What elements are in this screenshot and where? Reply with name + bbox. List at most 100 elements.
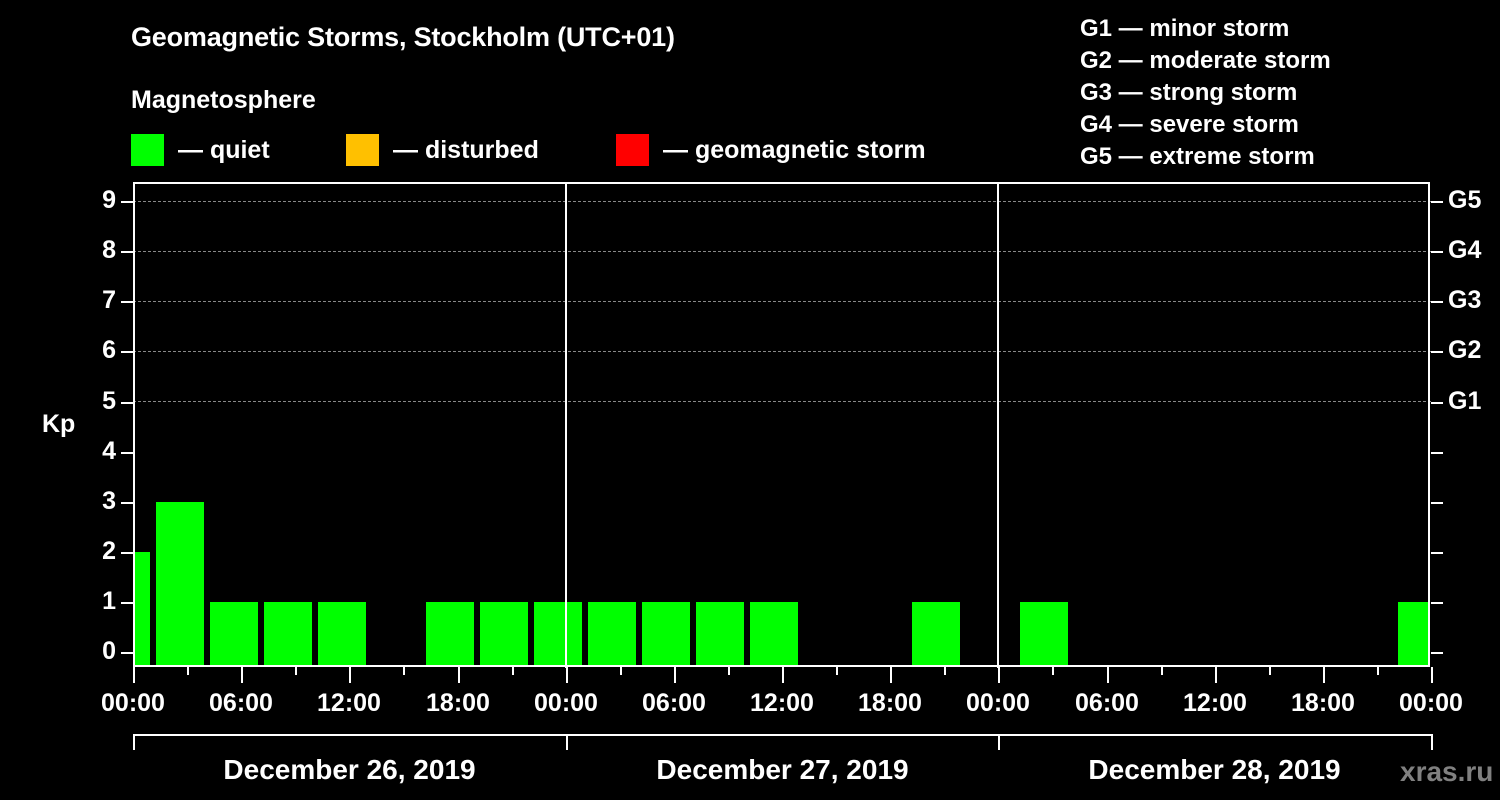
date-bracket-tick [566,734,568,750]
kp-bar [426,602,474,667]
kp-bar [318,602,366,667]
y-tick-right [1431,201,1443,203]
y-tick [121,201,133,203]
storm-scale-legend: G1 — minor storm G2 — moderate storm G3 … [1080,13,1331,173]
x-tick-label: 00:00 [101,689,165,717]
y-tick-label: 7 [102,286,116,314]
date-bracket-tick [133,734,135,750]
x-tick-label: 06:00 [642,689,706,717]
y-tick-label: 8 [102,236,116,264]
y-tick-label: 3 [102,487,116,515]
y-tick-label: 4 [102,437,116,465]
storm-scale-g1: G1 — minor storm [1080,15,1290,42]
y-tick-right [1431,602,1443,604]
kp-bar [696,602,744,667]
x-tick-label: 18:00 [426,689,490,717]
x-tick-major [1323,667,1325,683]
y-tick-label: 6 [102,336,116,364]
x-tick-major [241,667,243,683]
g-scale-label: G4 [1448,236,1482,264]
y-tick [121,502,133,504]
gridline-kp9 [133,201,1431,202]
x-tick-minor [187,667,189,675]
y-tick [121,602,133,604]
disturbed-swatch-icon [346,134,379,166]
day-divider [997,182,999,668]
y-tick [121,351,133,353]
storm-scale-g3: G3 — strong storm [1080,79,1298,106]
x-tick-minor [1377,667,1379,675]
x-tick-major [133,667,135,683]
x-tick-minor [620,667,622,675]
x-tick-minor [512,667,514,675]
y-tick [121,251,133,253]
legend-disturbed: — disturbed [346,133,539,167]
y-tick-label: 2 [102,537,116,565]
quiet-swatch-icon [131,134,164,166]
kp-bar [1020,602,1068,667]
x-tick-major [1215,667,1217,683]
date-bracket-tick [1431,734,1433,750]
x-tick-minor [1052,667,1054,675]
storm-scale-g4: G4 — severe storm [1080,111,1299,138]
date-label: December 28, 2019 [1088,754,1341,785]
g-scale-label: G3 [1448,286,1482,314]
x-tick-label: 12:00 [1183,689,1247,717]
y-axis-label: Kp [42,410,76,438]
x-tick-major [782,667,784,683]
x-tick-minor [403,667,405,675]
kp-bar [264,602,312,667]
x-tick-major [890,667,892,683]
x-tick-major [566,667,568,683]
y-tick-right [1431,351,1443,353]
kp-bar [480,602,528,667]
y-tick-right [1431,452,1443,454]
x-tick-label: 06:00 [209,689,273,717]
kp-bar [534,602,582,667]
y-tick [121,652,133,654]
chart-subtitle: Magnetosphere [131,86,316,114]
kp-bar [210,602,258,667]
legend-quiet-label: — quiet [178,135,270,164]
date-bracket-tick [998,734,1000,750]
x-tick-major [674,667,676,683]
x-tick-label: 00:00 [1399,689,1463,717]
watermark: xras.ru [1400,756,1494,787]
x-tick-minor [836,667,838,675]
legend-disturbed-label: — disturbed [393,135,539,164]
y-tick-right [1431,552,1443,554]
chart-title: Geomagnetic Storms, Stockholm (UTC+01) [131,22,675,52]
y-tick-right [1431,301,1443,303]
x-tick-major [1431,667,1433,683]
kp-bar [588,602,636,667]
kp-bar [1398,602,1428,667]
kp-bar [642,602,690,667]
plot-area [133,182,1430,667]
x-tick-minor [1269,667,1271,675]
storm-scale-g5: G5 — extreme storm [1080,143,1315,170]
x-tick-label: 12:00 [317,689,381,717]
y-tick-label: 0 [102,637,116,665]
y-tick-right [1431,402,1443,404]
y-tick-right [1431,652,1443,654]
x-tick-major [349,667,351,683]
y-tick [121,452,133,454]
y-tick-right [1431,502,1443,504]
legend-quiet: — quiet [131,133,270,167]
y-tick [121,402,133,404]
y-tick [121,552,133,554]
x-tick-label: 06:00 [1075,689,1139,717]
x-tick-major [1107,667,1109,683]
x-tick-minor [295,667,297,675]
kp-bar [912,602,960,667]
x-tick-label: 00:00 [534,689,598,717]
storm-swatch-icon [616,134,649,166]
kp-bar [156,502,204,667]
g-scale-label: G1 [1448,387,1482,415]
x-tick-minor [728,667,730,675]
gridline-kp6 [133,351,1431,352]
kp-bar [750,602,798,667]
legend-storm-label: — geomagnetic storm [663,135,926,164]
y-tick-label: 1 [102,587,116,615]
y-tick-right [1431,251,1443,253]
